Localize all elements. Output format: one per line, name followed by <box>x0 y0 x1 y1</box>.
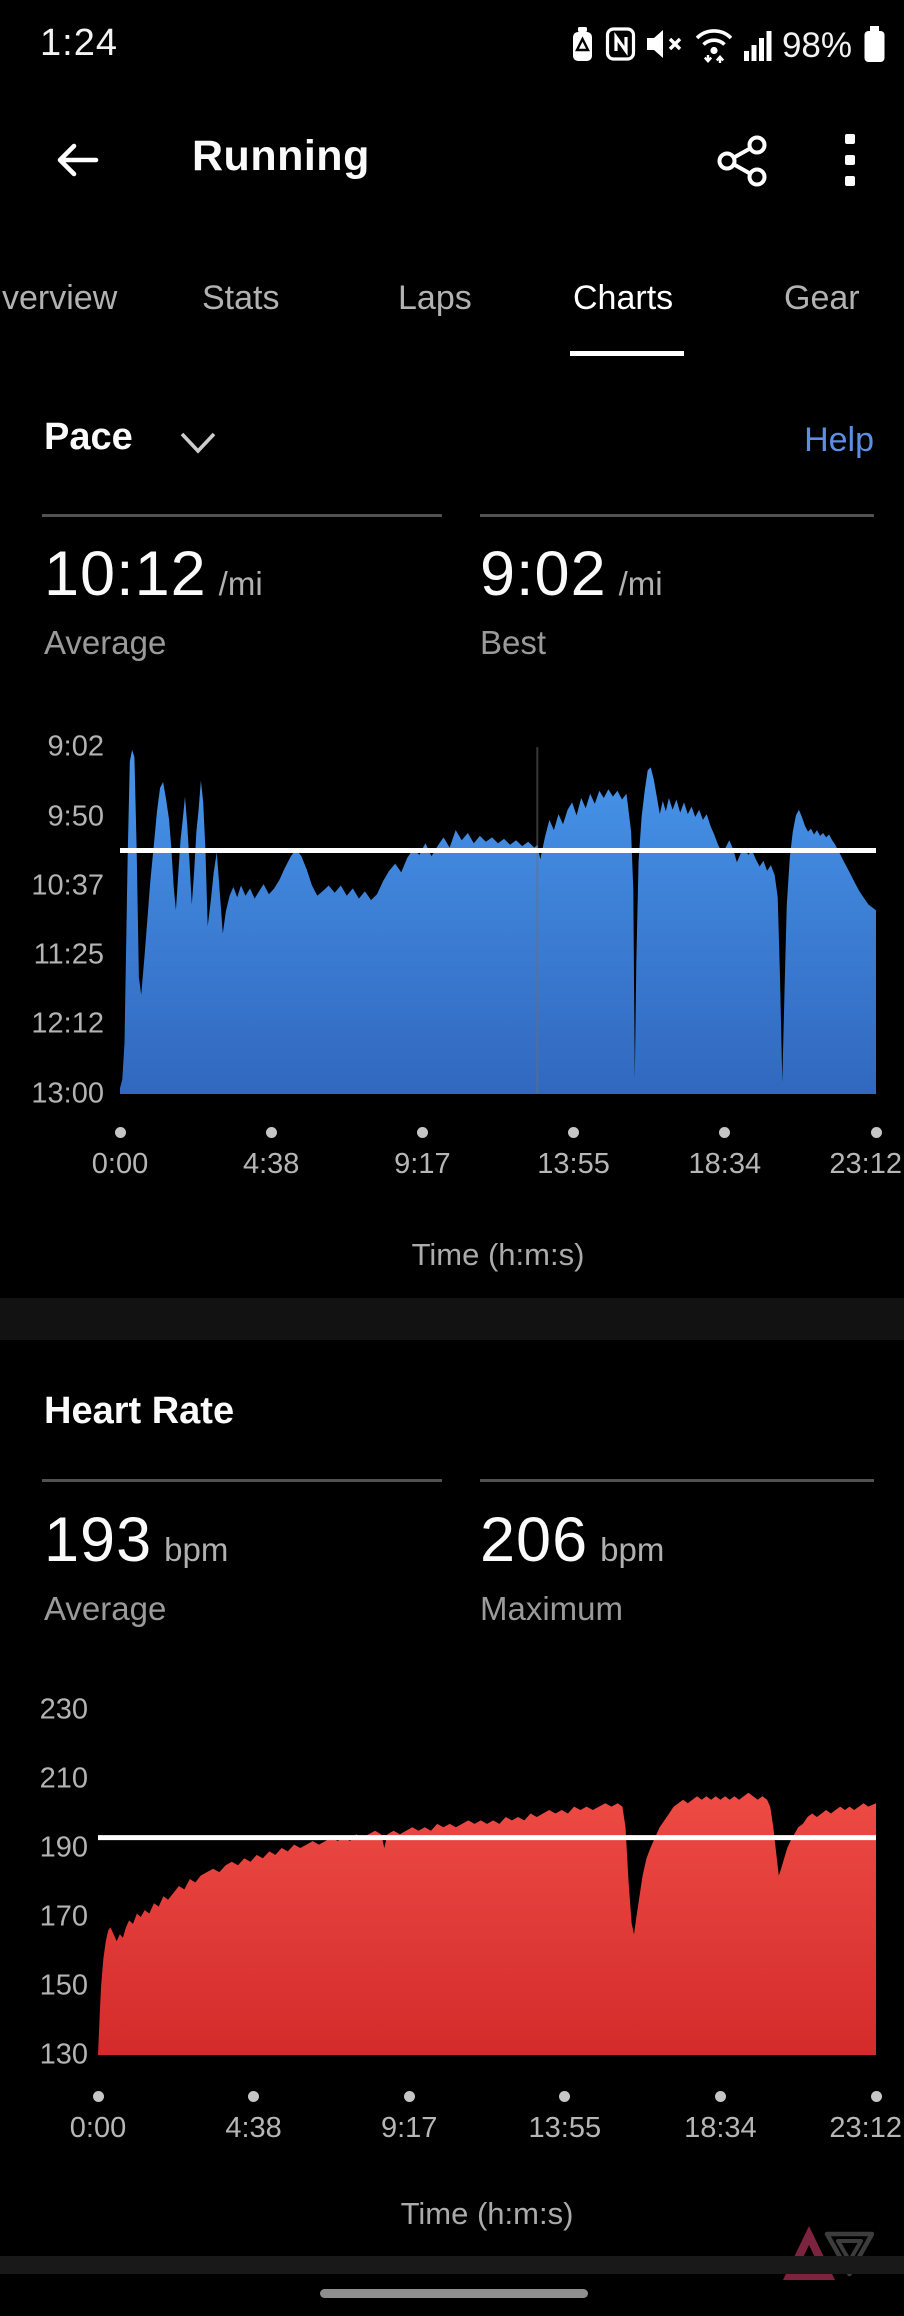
stat-unit: /mi <box>618 565 663 602</box>
stat-unit: bpm <box>600 1531 665 1568</box>
metric-selector[interactable]: Pace <box>44 416 133 458</box>
pace-x-axis-label: 4:38 <box>242 1148 300 1180</box>
stat-value: 193 <box>44 1505 153 1575</box>
tab-stats[interactable]: Stats <box>202 279 280 317</box>
pace-x-axis-title: Time (h:m:s) <box>411 1237 585 1272</box>
heart_rate-y-axis-label: 130 <box>39 2038 88 2071</box>
mute-icon <box>645 26 684 67</box>
home-indicator[interactable] <box>320 2289 588 2298</box>
status-time: 1:24 <box>40 22 118 64</box>
stat-label: Best <box>480 624 547 661</box>
stat-divider <box>480 514 874 517</box>
stat-divider <box>480 1479 874 1482</box>
stat-value: 10:12 <box>44 539 207 609</box>
battery-percent: 98% <box>781 26 852 65</box>
hr-maximum-stat: 206 bpm Maximum <box>480 1504 664 1628</box>
heart_rate-y-axis-label: 190 <box>39 1831 88 1864</box>
nfc-icon <box>605 24 636 69</box>
tab-charts[interactable]: Charts <box>573 279 674 317</box>
stat-divider <box>42 1479 442 1482</box>
pace-y-axis-label: 10:37 <box>31 869 104 901</box>
heart_rate-x-axis-tick-dot <box>92 2090 104 2102</box>
stat-unit: /mi <box>218 565 263 602</box>
heart_rate-x-axis-label: 9:17 <box>380 2112 438 2144</box>
back-button[interactable] <box>52 136 100 189</box>
heart-rate-title: Heart Rate <box>44 1390 235 1432</box>
pace-y-axis-label: 11:25 <box>33 938 104 971</box>
pace-average-stat: 10:12/mi Average <box>44 538 263 662</box>
heart_rate-y-axis-label: 210 <box>39 1762 88 1795</box>
pace-x-axis-tick-dot <box>265 1126 277 1138</box>
signal-strength-icon <box>743 26 773 67</box>
stat-value: 206 <box>480 1505 589 1575</box>
stat-divider <box>42 514 442 517</box>
heart_rate-y-axis-label: 230 <box>39 1693 88 1726</box>
pace-x-axis-label: 13:55 <box>537 1148 610 1180</box>
pace-y-axis-label: 9:50 <box>47 800 104 833</box>
stat-label: Average <box>44 1590 167 1627</box>
stat-unit: bpm <box>164 1531 229 1568</box>
pace-x-axis-label: 18:34 <box>688 1148 762 1180</box>
pace-x-axis-tick-dot <box>870 1126 882 1138</box>
pace-area-series <box>120 749 876 1094</box>
pace-best-stat: 9:02/mi Best <box>480 538 663 662</box>
heart_rate-y-axis-label: 170 <box>39 1900 88 1933</box>
page-title: Running <box>192 132 370 180</box>
pace-x-axis-label: 9:17 <box>394 1148 451 1180</box>
pace-y-axis-label: 9:02 <box>47 730 104 763</box>
bottom-bar <box>0 2256 904 2274</box>
status-icons: 98% <box>569 24 888 68</box>
pace-x-axis-label: 23:12 <box>829 1148 902 1180</box>
heart_rate-x-axis-tick-dot <box>248 2090 260 2102</box>
stat-label: Maximum <box>480 1590 624 1627</box>
heart_rate-x-axis-label: 18:34 <box>684 2112 757 2144</box>
heart_rate-x-axis-label: 4:38 <box>225 2112 282 2144</box>
tab-laps[interactable]: Laps <box>398 279 472 317</box>
heart_rate-x-axis-label: 0:00 <box>69 2112 127 2144</box>
pace-x-axis-tick-dot <box>719 1126 731 1138</box>
hr-average-stat: 193 bpm Average <box>44 1504 228 1628</box>
help-link[interactable]: Help <box>804 421 874 459</box>
active-tab-underline <box>570 351 684 356</box>
pace-chart-area[interactable] <box>120 747 876 1095</box>
wifi-icon <box>693 23 735 70</box>
heart_rate-x-axis-label: 13:55 <box>528 2112 602 2144</box>
pace-x-axis-label: 0:00 <box>91 1148 149 1180</box>
heart_rate-x-axis-label: 23:12 <box>829 2112 902 2144</box>
pace-x-axis-tick-dot <box>114 1126 126 1138</box>
overflow-menu-button[interactable] <box>844 132 856 193</box>
heart_rate-x-axis-tick-dot <box>403 2090 415 2102</box>
heart_rate-y-axis-label: 150 <box>39 1969 88 2002</box>
pace-x-axis-tick-dot <box>416 1126 428 1138</box>
tab-overview[interactable]: verview <box>2 279 118 317</box>
heart_rate-x-axis-tick-dot <box>559 2090 571 2102</box>
heart_rate-area-series <box>98 1792 876 2055</box>
tab-gear[interactable]: Gear <box>784 279 860 317</box>
pace-y-axis-label: 13:00 <box>31 1077 104 1110</box>
section-divider-band <box>0 1298 904 1340</box>
heart_rate-chart-area[interactable] <box>98 1710 876 2056</box>
heart_rate-x-axis-title: Time (h:m:s) <box>400 2196 574 2231</box>
battery-icon <box>861 23 888 70</box>
chevron-down-icon[interactable] <box>178 430 218 461</box>
share-button[interactable] <box>716 134 770 193</box>
heart_rate-x-axis-tick-dot <box>714 2090 726 2102</box>
heart_rate-x-axis-tick-dot <box>870 2090 882 2102</box>
battery-saver-icon <box>569 24 596 69</box>
stat-value: 9:02 <box>480 539 607 609</box>
pace-y-axis-label: 12:12 <box>31 1007 104 1040</box>
pace-x-axis-tick-dot <box>568 1126 580 1138</box>
stat-label: Average <box>44 624 167 661</box>
